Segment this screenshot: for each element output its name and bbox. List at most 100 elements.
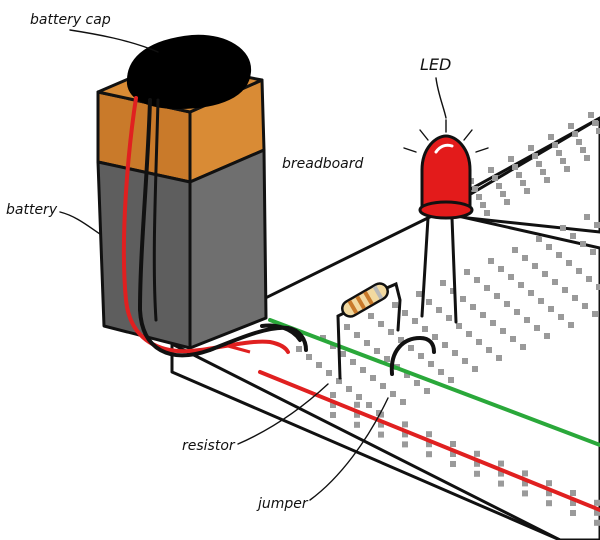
breadboard-hole: [450, 461, 456, 467]
breadboard-hole: [518, 282, 524, 288]
callout-battery: battery: [6, 202, 101, 235]
breadboard-hole: [296, 346, 302, 352]
breadboard-hole: [524, 317, 530, 323]
breadboard-hole: [500, 328, 506, 334]
breadboard-hole: [422, 326, 428, 332]
breadboard-hole: [486, 347, 492, 353]
breadboard-hole: [370, 375, 376, 381]
breadboard-hole: [474, 277, 480, 283]
breadboard-hole: [568, 123, 574, 129]
breadboard-hole: [374, 348, 380, 354]
breadboard-hole: [330, 392, 336, 398]
breadboard-hole: [378, 421, 384, 428]
breadboard-hole: [570, 233, 576, 239]
breadboard-hole: [330, 412, 336, 418]
breadboard-hole: [488, 167, 494, 173]
label-resistor: resistor: [182, 438, 236, 454]
breadboard-hole: [326, 370, 332, 376]
breadboard-hole: [548, 306, 554, 312]
breadboard-hole: [426, 299, 432, 305]
breadboard-hole: [354, 332, 360, 338]
breadboard-hole: [474, 450, 480, 457]
breadboard-hole: [590, 249, 596, 255]
breadboard-hole: [584, 214, 590, 220]
breadboard-hole: [346, 386, 352, 392]
breadboard-hole: [488, 258, 494, 264]
breadboard-hole: [426, 431, 432, 438]
breadboard-hole: [552, 279, 558, 285]
breadboard-hole: [532, 263, 538, 269]
breadboard-hole: [536, 161, 542, 167]
breadboard-hole: [364, 340, 370, 346]
breadboard-hole: [572, 295, 578, 301]
breadboard-hole: [570, 490, 576, 496]
breadboard-hole: [418, 353, 424, 359]
breadboard-hole: [456, 323, 462, 329]
breadboard-hole: [340, 351, 346, 357]
battery-cap: [126, 34, 252, 110]
breadboard-hole: [472, 186, 478, 192]
breadboard-hole: [416, 291, 422, 297]
breadboard-hole: [384, 356, 390, 362]
breadboard-hole: [522, 255, 528, 261]
breadboard-hole: [404, 372, 410, 378]
breadboard-hole: [472, 366, 478, 372]
breadboard-hole: [560, 225, 566, 231]
callout-jumper: jumper: [256, 397, 389, 512]
breadboard-hole: [584, 155, 590, 161]
breadboard-holes: [296, 112, 600, 526]
breadboard-hole: [592, 311, 598, 317]
label-led: LED: [420, 55, 451, 74]
breadboard-hole: [316, 362, 322, 368]
breadboard-hole: [544, 333, 550, 339]
breadboard-hole: [498, 470, 504, 477]
breadboard-hole: [512, 247, 518, 253]
breadboard-hole: [484, 210, 490, 216]
breadboard-hole: [414, 380, 420, 386]
breadboard-hole: [570, 510, 576, 516]
breadboard-hole: [424, 388, 430, 394]
breadboard-hole: [366, 402, 372, 408]
breadboard-hole: [558, 314, 564, 320]
breadboard-hole: [330, 402, 336, 408]
breadboard-hole: [560, 158, 566, 164]
breadboard-hole: [452, 350, 458, 356]
breadboard-hole: [438, 369, 444, 375]
breadboard-hole: [544, 177, 550, 183]
label-battery-cap: battery cap: [30, 12, 111, 28]
breadboard-hole: [516, 172, 522, 178]
breadboard-hole: [462, 358, 468, 364]
breadboard-hole: [576, 268, 582, 274]
jumper-wires: [260, 323, 436, 376]
breadboard-hole: [474, 460, 480, 467]
breadboard-hole: [514, 309, 520, 315]
breadboard-hole: [450, 288, 456, 294]
breadboard-hole: [540, 169, 546, 175]
breadboard-hole: [522, 480, 528, 487]
breadboard-hole: [504, 199, 510, 205]
breadboard-hole: [392, 302, 398, 308]
breadboard-hole: [378, 431, 384, 438]
breadboard-hole: [508, 156, 514, 162]
breadboard-hole: [336, 378, 342, 384]
breadboard-hole: [402, 310, 408, 316]
breadboard-hole: [448, 377, 454, 383]
breadboard-hole: [528, 145, 534, 151]
green-power-rail: [268, 318, 600, 447]
breadboard-hole: [306, 354, 312, 360]
breadboard-hole: [594, 509, 600, 516]
breadboard-hole: [594, 222, 600, 228]
breadboard-hole: [476, 194, 482, 200]
breadboard-hole: [380, 383, 386, 389]
breadboard-hole: [474, 470, 480, 477]
breadboard-hole: [568, 322, 574, 328]
breadboard-hole: [522, 490, 528, 497]
breadboard-hole: [400, 399, 406, 405]
breadboard-hole: [576, 139, 582, 145]
breadboard-hole: [498, 480, 504, 487]
breadboard-hole: [412, 318, 418, 324]
callout-resistor: resistor: [182, 383, 329, 454]
breadboard-hole: [534, 325, 540, 331]
breadboard-hole: [402, 421, 408, 428]
